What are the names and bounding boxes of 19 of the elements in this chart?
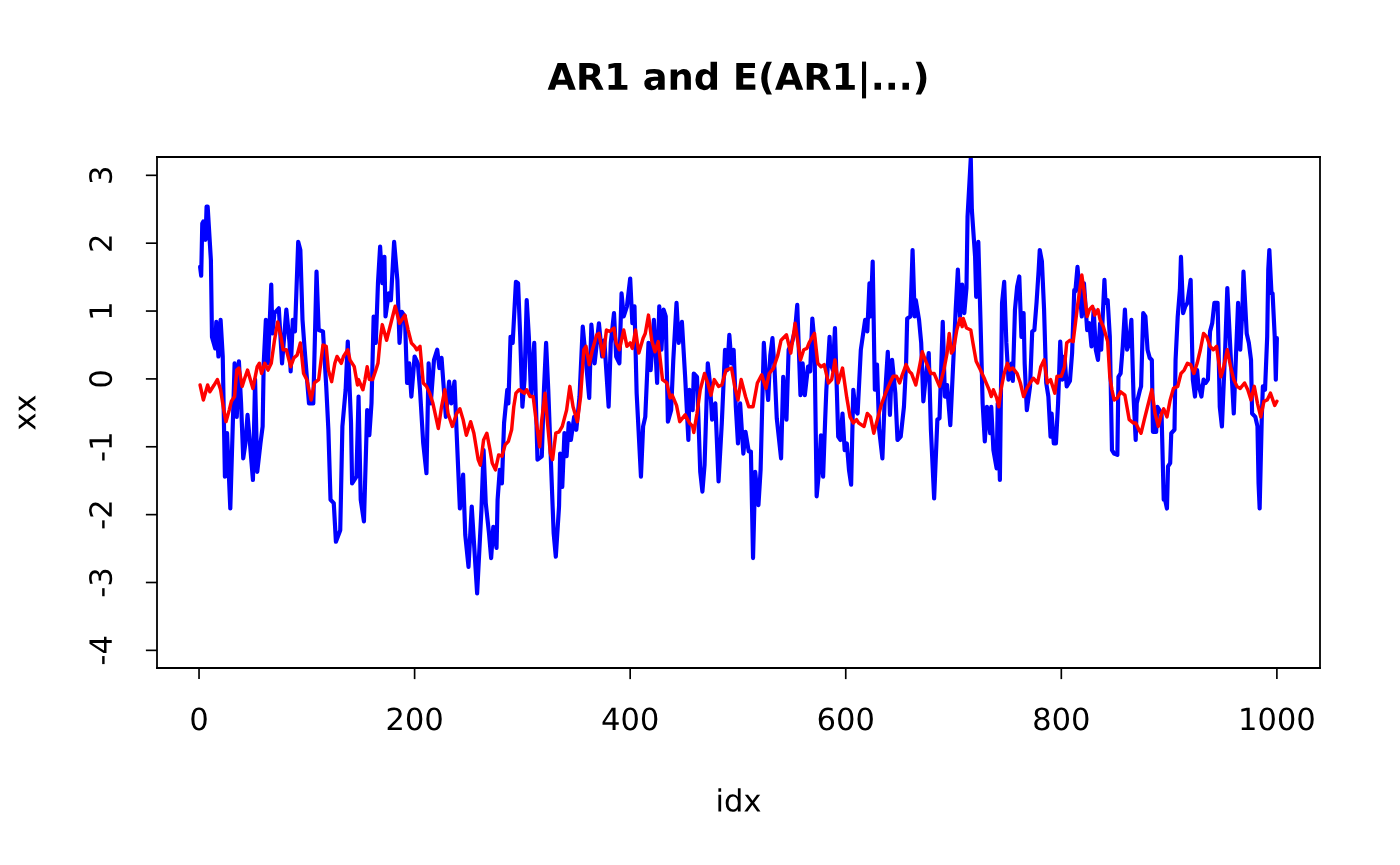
x-tick-label: 200 [387,707,442,731]
y-tick-label: -3 [89,569,113,597]
x-tick-label: 800 [1034,707,1089,731]
y-tick-label: 0 [89,371,113,387]
line-series [198,157,1279,596]
y-tick-label: -2 [89,502,112,529]
y-tick-label: 3 [89,168,113,183]
x-tick-label: 600 [818,707,873,731]
chart-title: AR1 and E(AR1|...) [547,61,927,99]
y-tick-label: 2 [89,236,112,251]
x-axis-title: idx [718,788,761,812]
y-tick-label: -1 [89,434,112,461]
x-tick-label: 400 [602,707,658,731]
y-tick-label: -4 [89,636,112,665]
y-axis-title: xx [18,395,36,430]
line-series [198,273,1279,472]
y-tick-label: 1 [89,304,112,318]
x-tick-label: 1000 [1241,707,1314,731]
x-tick-label: 0 [191,707,207,731]
